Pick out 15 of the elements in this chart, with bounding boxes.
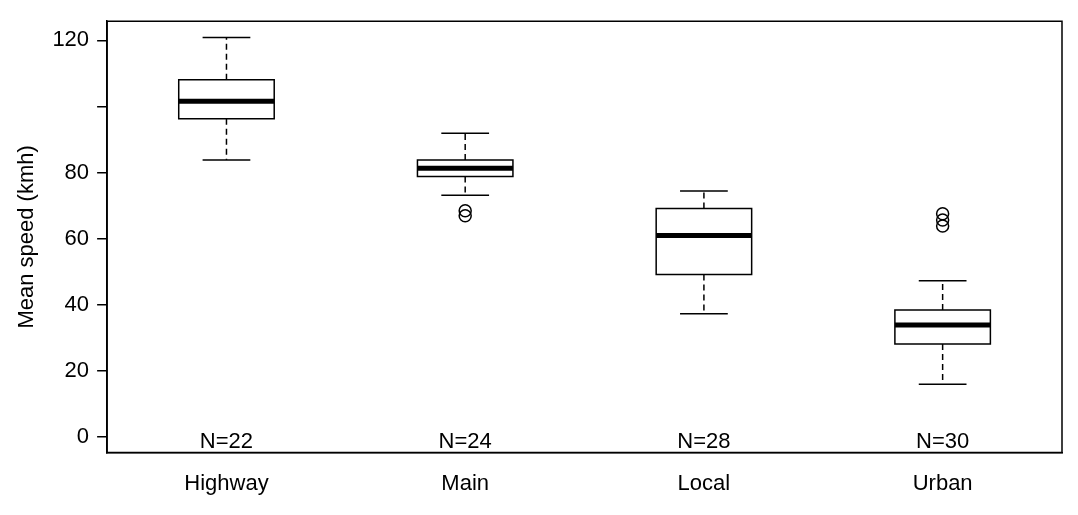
x-tick-label: Urban — [912, 469, 973, 495]
y-tick-label: 0 — [76, 422, 90, 448]
y-axis-title: Mean speed (kmh) — [13, 145, 39, 329]
y-tick-label: 40 — [64, 290, 90, 316]
y-tick-label: 60 — [64, 224, 90, 250]
annotation: N=30 — [916, 427, 970, 453]
annotation: N=28 — [677, 427, 731, 453]
x-tick-label: Main — [441, 469, 490, 495]
x-tick-label: Local — [677, 469, 731, 495]
annotation: N=22 — [199, 427, 254, 453]
y-tick-label: 120 — [52, 26, 90, 52]
y-tick-label: 20 — [64, 356, 90, 382]
x-tick-label: Highway — [184, 469, 269, 495]
annotation: N=24 — [438, 427, 492, 453]
y-tick-label: 80 — [64, 158, 90, 184]
